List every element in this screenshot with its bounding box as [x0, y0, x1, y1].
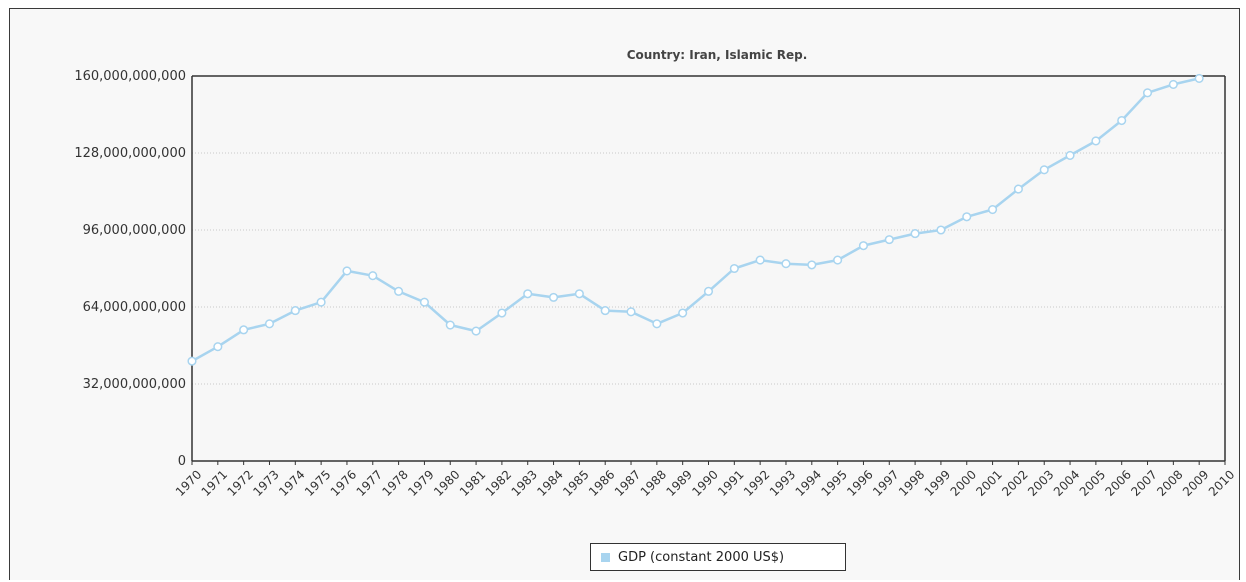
- x-tick-label: 1986: [586, 467, 617, 498]
- x-tick-label: 1971: [199, 467, 230, 498]
- data-point: [678, 308, 688, 318]
- data-point: [833, 255, 843, 265]
- x-tick-label: 1985: [560, 467, 591, 498]
- data-point: [187, 356, 197, 366]
- x-tick-label: 2001: [973, 467, 1004, 498]
- y-tick-label: 160,000,000,000: [74, 69, 186, 84]
- data-point: [1091, 136, 1101, 146]
- data-point: [290, 306, 300, 316]
- data-point: [626, 307, 636, 317]
- y-tick-label: 0: [178, 454, 186, 469]
- y-tick-label: 128,000,000,000: [74, 146, 186, 161]
- data-point: [755, 255, 765, 265]
- x-tick-label: 2002: [999, 467, 1030, 498]
- x-tick-label: 1992: [741, 467, 772, 498]
- data-point: [445, 320, 455, 330]
- legend-swatch: [601, 552, 610, 562]
- data-point: [729, 263, 739, 274]
- x-axis-ticks: 1970197119721973197419751976197719781979…: [173, 461, 1237, 499]
- data-point: [781, 259, 791, 269]
- data-point: [600, 306, 610, 316]
- x-tick-label: 1982: [483, 467, 514, 498]
- data-point: [419, 297, 429, 307]
- x-tick-label: 1991: [715, 467, 746, 498]
- data-point: [264, 319, 275, 329]
- x-tick-label: 2000: [948, 467, 979, 498]
- x-tick-label: 1979: [405, 467, 436, 498]
- x-tick-label: 2007: [1128, 467, 1159, 498]
- data-point: [884, 235, 894, 245]
- chart-frame: Country: Iran, Islamic Rep. 0 32,000,000,…: [9, 8, 1240, 580]
- x-tick-label: 1983: [509, 467, 540, 498]
- data-point: [497, 308, 507, 318]
- x-tick-label: 1977: [354, 467, 385, 498]
- x-tick-label: 2003: [1025, 467, 1056, 498]
- data-point: [936, 225, 946, 235]
- data-point: [523, 289, 533, 299]
- x-tick-label: 1994: [793, 467, 824, 498]
- data-point: [652, 319, 662, 329]
- x-tick-label: 1987: [612, 467, 643, 498]
- x-tick-label: 2004: [1051, 467, 1082, 498]
- x-tick-label: 1978: [379, 467, 410, 498]
- data-point: [703, 286, 714, 296]
- data-point: [471, 326, 481, 336]
- x-tick-label: 2009: [1180, 467, 1211, 498]
- data-point: [1194, 73, 1204, 83]
- data-point: [1168, 79, 1178, 89]
- data-point: [1117, 115, 1127, 126]
- chart-title: Country: Iran, Islamic Rep.: [627, 48, 808, 62]
- x-tick-label: 1974: [276, 467, 307, 498]
- x-tick-label: 1997: [870, 467, 901, 498]
- y-tick-label: 96,000,000,000: [83, 223, 186, 238]
- x-tick-label: 1989: [664, 467, 695, 498]
- x-tick-label: 2010: [1206, 467, 1237, 498]
- x-tick-label: 2006: [1103, 467, 1134, 498]
- data-point: [962, 212, 972, 222]
- x-tick-label: 1976: [328, 467, 359, 498]
- series-markers: [187, 73, 1204, 366]
- data-point: [394, 286, 404, 296]
- x-tick-label: 2005: [1077, 467, 1108, 498]
- x-tick-label: 1996: [844, 467, 875, 498]
- data-point: [1065, 150, 1075, 160]
- x-tick-label: 1981: [457, 467, 488, 498]
- line-chart: Country: Iran, Islamic Rep. 0 32,000,000,…: [74, 48, 1237, 499]
- grid-lines: [192, 152, 1225, 385]
- data-point: [342, 266, 352, 276]
- x-tick-label: 1972: [224, 467, 255, 498]
- y-tick-label: 32,000,000,000: [83, 377, 186, 392]
- data-point: [1142, 88, 1153, 98]
- data-point: [910, 229, 920, 239]
- data-point: [239, 325, 249, 335]
- data-point: [574, 289, 584, 299]
- x-tick-label: 1998: [896, 467, 927, 498]
- x-tick-label: 1993: [767, 467, 798, 498]
- data-point: [549, 292, 559, 302]
- x-tick-label: 1988: [638, 467, 669, 498]
- x-tick-label: 1980: [431, 467, 462, 498]
- x-tick-label: 1995: [818, 467, 849, 498]
- x-tick-label: 1990: [689, 467, 720, 498]
- x-tick-label: 1999: [922, 467, 953, 498]
- plot-area: [192, 76, 1225, 461]
- x-tick-label: 1970: [173, 467, 204, 498]
- data-point: [807, 260, 817, 270]
- data-point: [1013, 184, 1023, 194]
- x-tick-label: 1984: [534, 467, 565, 498]
- data-point: [1039, 165, 1049, 175]
- data-point: [988, 204, 998, 215]
- data-point: [368, 271, 378, 281]
- data-point: [858, 241, 869, 251]
- x-tick-label: 2008: [1154, 467, 1185, 498]
- series-line-gdp: [191, 77, 1200, 363]
- y-tick-label: 64,000,000,000: [83, 300, 186, 315]
- legend: GDP (constant 2000 US$): [590, 543, 846, 571]
- x-tick-label: 1973: [250, 467, 281, 498]
- legend-label: GDP (constant 2000 US$): [618, 549, 785, 565]
- data-point: [213, 342, 223, 352]
- y-axis-ticks: 0 32,000,000,000 64,000,000,000 96,000,000,…: [74, 69, 186, 469]
- x-tick-label: 1975: [302, 467, 333, 498]
- data-point: [316, 297, 326, 307]
